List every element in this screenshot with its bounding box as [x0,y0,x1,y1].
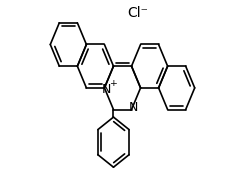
Text: N: N [129,101,138,114]
Text: N: N [102,83,111,96]
Text: +: + [109,79,117,88]
Text: Cl⁻: Cl⁻ [127,6,148,20]
